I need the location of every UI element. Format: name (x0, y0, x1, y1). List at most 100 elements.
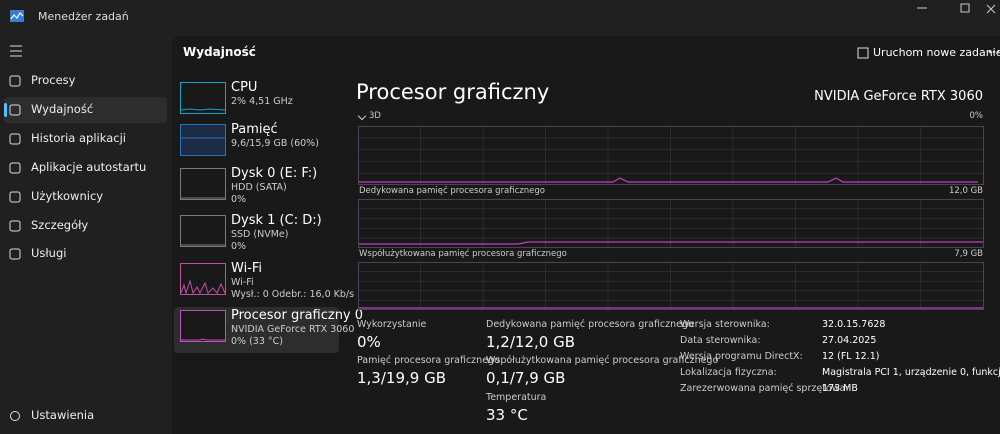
device-name[interactable]: Wi-Fi (231, 261, 263, 276)
settings-icon (10, 411, 20, 421)
device-thumbnail (180, 124, 226, 156)
icon-shape (9, 104, 21, 116)
graph-label: Dedykowana pamięć procesora graficznego (359, 186, 545, 196)
device-thumbnail (180, 82, 226, 114)
nav-icon (9, 248, 21, 260)
hamburger[interactable] (10, 45, 24, 57)
more-button[interactable] (988, 45, 1000, 57)
info-value: 32.0.15.7628 (822, 319, 886, 330)
nav-item[interactable]: Użytkownicy (31, 189, 104, 203)
gpu-name: NVIDIA GeForce RTX 3060 (814, 89, 983, 104)
graph-max: 0% (969, 111, 984, 121)
stat-value: 1,2/12,0 GB (486, 333, 575, 351)
device-thumbnail (180, 310, 226, 342)
stat-label: Wykorzystanie (357, 319, 427, 330)
info-label: Data sterownika: (680, 335, 761, 346)
nav-item[interactable]: Wydajność (31, 102, 94, 116)
device-detail: 0% (231, 194, 247, 205)
thumb-frame (180, 310, 226, 342)
graph-label: 3D (369, 111, 381, 121)
thumb-line (180, 279, 226, 295)
thumb-line (181, 338, 225, 341)
stat-label: Temperatura (486, 392, 547, 403)
nav-item[interactable]: Usługi (31, 246, 67, 260)
info-label: Wersja programu DirectX: (680, 351, 803, 362)
stat-label: Współużytkowana pamięć procesora graficz… (486, 355, 719, 366)
stat-value: 1,3/19,9 GB (357, 369, 446, 387)
nav-icon (9, 162, 21, 174)
stat-value: 0,1/7,9 GB (486, 369, 566, 387)
device-detail: Wi-Fi (231, 277, 254, 288)
thumb-frame (180, 124, 226, 156)
device-name[interactable]: Dysk 0 (E: F:) (231, 166, 318, 181)
graph-label: Współużytkowana pamięć procesora graficz… (359, 249, 567, 259)
nav-item[interactable]: Aplikacje autostartu (31, 160, 147, 174)
info-label: Lokalizacja fizyczna: (680, 367, 777, 378)
app-icon (10, 10, 24, 22)
nav-icon (9, 104, 21, 116)
nav-item[interactable]: Historia aplikacji (31, 131, 126, 145)
info-label: Wersja sterownika: (680, 319, 770, 330)
icon-shape (9, 75, 21, 87)
thumb-frame (180, 263, 226, 295)
icon-shape (10, 10, 24, 22)
nav-selected-bg (4, 97, 167, 123)
nav-icon (9, 220, 21, 232)
thumb-frame (180, 82, 226, 114)
thumb-line (180, 108, 226, 111)
device-thumbnail (180, 168, 226, 200)
usage-graph (358, 262, 984, 310)
nav-item[interactable]: Szczegóły (31, 218, 89, 232)
icon-shape (9, 162, 21, 174)
close-icon (986, 4, 996, 14)
device-name[interactable]: Dysk 1 (C: D:) (231, 213, 322, 228)
usage-graph (358, 126, 984, 185)
info-value: 12 (FL 12.1) (822, 351, 880, 362)
graph-line (359, 177, 978, 183)
device-thumbnail (180, 263, 226, 295)
nav-icon (9, 75, 21, 87)
device-detail: 9,6/15,9 GB (60%) (231, 138, 319, 149)
nav-item[interactable]: Procesy (31, 73, 76, 87)
device-detail: SSD (NVMe) (231, 229, 289, 240)
window-controls[interactable] (905, 0, 1000, 18)
stat-label: Pamięć procesora graficznego (357, 355, 500, 366)
maximize[interactable] (960, 3, 970, 13)
window-title: Menedżer zadań (38, 10, 129, 23)
icon-shape (9, 191, 21, 203)
icon-shape (857, 47, 869, 59)
thumb-frame (180, 215, 226, 247)
graph-max: 12,0 GB (948, 186, 983, 196)
device-detail: 0% (33 °C) (231, 336, 283, 347)
nav-item[interactable]: Ustawienia (31, 408, 95, 422)
device-name[interactable]: Procesor graficzny 0 (231, 308, 364, 323)
icon-shape (10, 12, 24, 20)
device-detail: NVIDIA GeForce RTX 3060 (231, 324, 355, 335)
run-task-button[interactable]: Uruchom nowe zadanie (873, 46, 1000, 59)
stat-value: 33 °C (486, 406, 528, 424)
info-value: 173 MB (822, 383, 858, 394)
device-name[interactable]: Pamięć (231, 122, 278, 137)
button-icon (857, 47, 869, 59)
thumb-frame (180, 168, 226, 200)
icon-shape (9, 133, 21, 145)
device-detail: 0% (231, 241, 247, 252)
device-detail: 2% 4,51 GHz (231, 96, 293, 107)
nav-icon (9, 191, 21, 203)
device-name[interactable]: CPU (231, 80, 258, 95)
device-detail: HDD (SATA) (231, 182, 287, 193)
usage-graph (358, 199, 984, 248)
icon-shape (10, 411, 20, 421)
stat-value: 0% (357, 333, 381, 351)
info-value: 27.04.2025 (822, 335, 877, 346)
icon-shape (986, 4, 996, 14)
detail-title: Procesor graficzny (356, 80, 550, 104)
device-detail: Wysł.: 0 Odebr.: 16,0 Kb/s (231, 289, 355, 300)
stat-label: Dedykowana pamięć procesora graficznego (486, 319, 694, 330)
icon-shape (9, 248, 21, 260)
info-value: Magistrala PCI 1, urządzenie 0, funkcja … (822, 367, 1000, 378)
info-label: Zarezerwowana pamięć sprzętowa: (680, 383, 849, 394)
page-title: Wydajność (183, 45, 256, 59)
device-thumbnail (180, 215, 226, 247)
